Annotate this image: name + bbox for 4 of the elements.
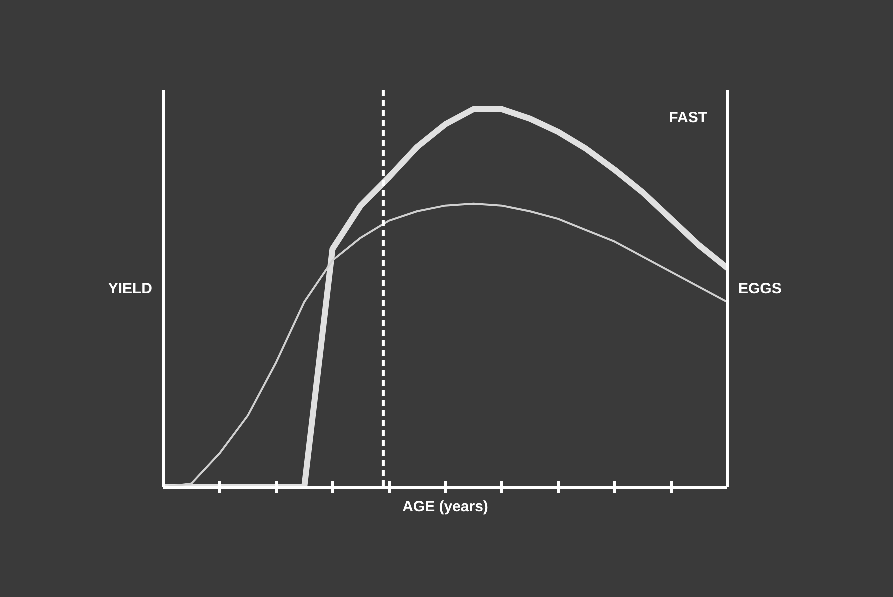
- text: FAST: [669, 109, 708, 126]
- y-axis-title: YIELD: [108, 280, 153, 298]
- y2-axis-title: EGGS: [738, 280, 782, 298]
- x-axis-title: AGE (years): [402, 498, 488, 516]
